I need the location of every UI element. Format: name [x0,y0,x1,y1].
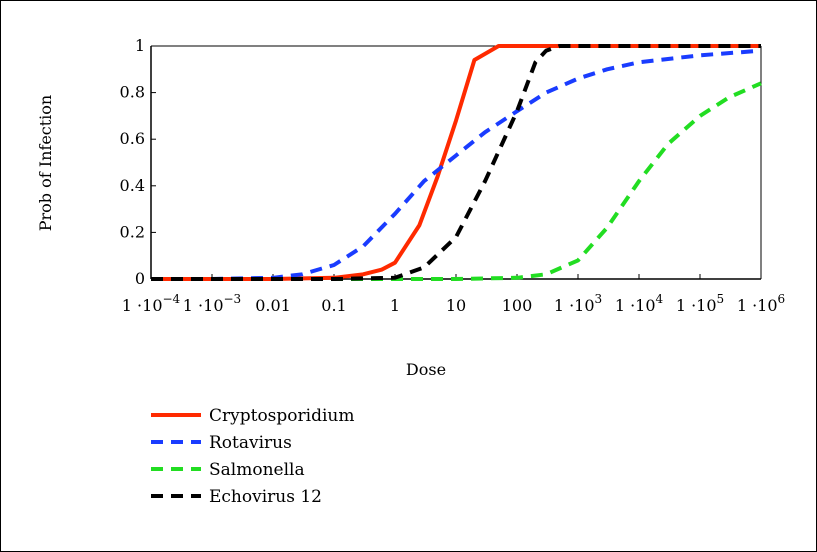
x-tick-label: 100 [502,296,533,315]
x-tick-exponent: −4 [163,292,181,306]
x-tick-mantissa: 1 ·10 [554,296,595,315]
y-tick-label: 0.2 [120,222,145,241]
legend-label: Cryptosporidium [209,406,354,426]
y-tick-label: 0.4 [120,176,145,195]
series-line-salmonella [151,81,762,281]
x-ticks: 1 ·10−4 1 ·10−3 0.01 0.1 1 10 100 1 ·103 1 ·104 1… [122,274,785,315]
x-axis-label: Dose [406,360,446,379]
x-tick-exponent: 5 [717,292,725,306]
x-tick-label: 1 ·104 [615,292,664,315]
y-tick-label: 0.6 [120,129,145,148]
x-tick-label: 1 ·105 [676,292,724,315]
x-tick-label: 1 ·10−4 [122,292,181,315]
y-tick-label: 0 [135,269,145,288]
series-layer [151,44,762,281]
series-line-echovirus-12 [151,44,761,281]
series-line-rotavirus [151,48,762,281]
y-axis-label: Prob of Infection [36,95,55,231]
y-tick-label: 1 [135,36,145,55]
x-tick-label: 1 ·106 [737,292,785,315]
x-tick-mantissa: 1 ·10 [615,296,656,315]
legend: Cryptosporidium Rotavirus Salmonella Echovi… [151,406,354,507]
legend-label: Echovirus 12 [209,487,322,507]
x-tick-label: 0.01 [255,296,291,315]
x-tick-mantissa: 1 ·10 [183,296,224,315]
x-tick-mantissa: 1 ·10 [676,296,717,315]
x-tick-exponent: −3 [224,292,242,306]
x-tick-mantissa: 1 ·10 [122,296,163,315]
axes [150,45,762,280]
x-tick-label: 10 [446,296,466,315]
x-tick-mantissa: 1 ·10 [737,296,778,315]
x-tick-exponent: 6 [778,292,786,306]
y-tick-label: 0.8 [120,83,145,102]
legend-label: Salmonella [209,460,305,480]
x-tick-exponent: 4 [656,292,664,306]
x-tick-exponent: 3 [595,292,603,306]
x-tick-label: 0.1 [321,296,346,315]
x-tick-label: 1 [390,296,400,315]
x-tick-label: 1 ·10−3 [183,292,241,315]
legend-label: Rotavirus [209,433,292,453]
x-tick-label: 1 ·103 [554,292,602,315]
y-ticks: 0 0.2 0.4 0.6 0.8 1 [120,36,156,288]
series-line-cryptosporidium [151,44,761,281]
